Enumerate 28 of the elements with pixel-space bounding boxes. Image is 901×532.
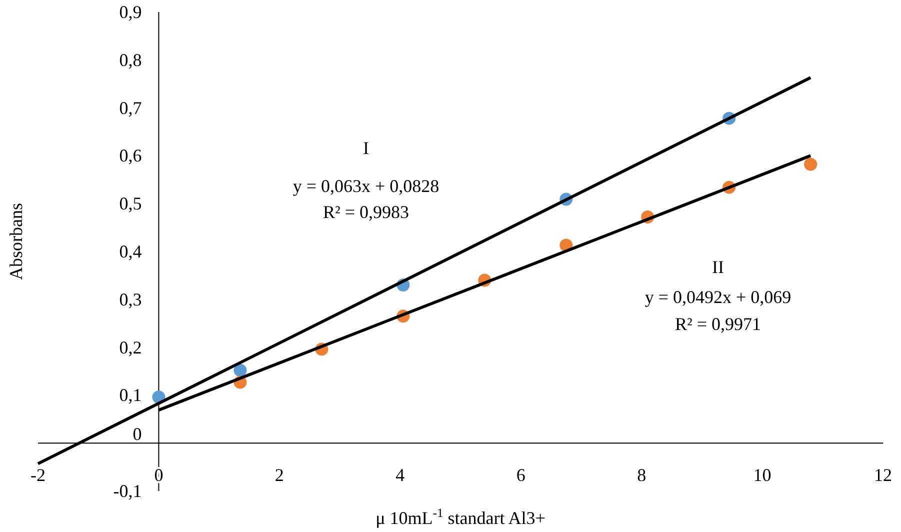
annotation: I [363, 138, 369, 158]
annotation: y = 0,063x + 0,0828 [292, 176, 440, 196]
y-tick-label: -0,1 [113, 481, 142, 501]
y-tick-label: 0 [132, 424, 142, 444]
annotation: R² = 0,9983 [322, 202, 410, 222]
y-tick-label: 0,7 [119, 98, 142, 118]
y-tick-label: 0,8 [119, 50, 142, 70]
point [804, 158, 818, 171]
y-tick-label: 0,5 [119, 194, 142, 214]
x-axis-title: μ 10mL$^{-1}$ standart Al3+ [376, 506, 546, 528]
x-tick-label: 4 [396, 465, 405, 485]
annotation: II [712, 257, 724, 277]
annotation: R² = 0,9971 [674, 314, 762, 334]
x-tick-label: 2 [274, 465, 284, 485]
y-tick-label: 0,3 [119, 289, 142, 310]
x-tick-label: 6 [516, 465, 526, 485]
y-tick-label: 0,6 [119, 146, 142, 166]
y-axis-title: Absorbans [6, 203, 26, 280]
y-tick-label: 0,1 [119, 385, 142, 406]
annotation: y = 0,0492x + 0,069 [644, 287, 792, 307]
x-tick-label: 8 [637, 465, 646, 485]
x-tick-label: 10 [753, 465, 772, 485]
y-tick-label: 0,4 [119, 242, 142, 262]
point [234, 364, 247, 377]
x-tick-label: 12 [874, 465, 892, 485]
y-tick-label: 0,9 [119, 2, 142, 22]
y-tick-label: 0,2 [119, 337, 142, 358]
x-tick-label: -2 [30, 465, 46, 485]
